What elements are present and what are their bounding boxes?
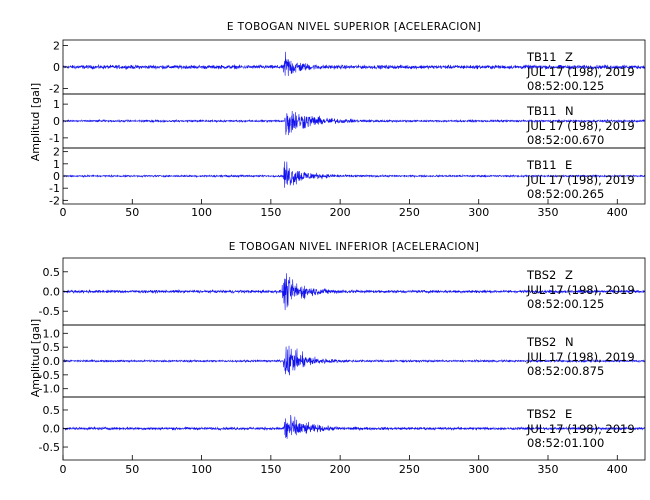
- waveform-trace: [62, 273, 646, 310]
- x-tick-label: 150: [260, 206, 281, 219]
- y-tick-label: -1: [49, 182, 60, 195]
- component-label: Z: [565, 268, 573, 282]
- y-tick-label: 1.0: [43, 327, 61, 340]
- station-label: TB11: [526, 50, 557, 64]
- waveform-trace: [62, 51, 646, 77]
- time-label: 08:52:00.125: [527, 297, 604, 311]
- x-tick-label: 400: [607, 206, 628, 219]
- date-label: JUL 17 (198), 2019: [526, 350, 635, 364]
- y-tick-label: 0.0: [43, 423, 61, 436]
- component-label: N: [565, 335, 574, 349]
- waveform-trace: [62, 345, 646, 376]
- y-tick-label: 0: [53, 61, 60, 74]
- x-tick-label: 200: [330, 206, 351, 219]
- time-label: 08:52:00.670: [527, 133, 604, 147]
- y-tick-label: -0.5: [39, 305, 60, 318]
- chart-title: E TOBOGAN NIVEL SUPERIOR [ACELERACION]: [227, 21, 481, 33]
- x-tick-label: 0: [60, 463, 67, 476]
- date-label: JUL 17 (198), 2019: [526, 173, 635, 187]
- x-tick-label: 250: [399, 206, 420, 219]
- y-tick-label: 2: [53, 39, 60, 52]
- x-tick-label: 200: [330, 463, 351, 476]
- waveform-trace: [62, 415, 646, 439]
- date-label: JUL 17 (198), 2019: [526, 65, 635, 79]
- time-label: 08:52:00.265: [527, 187, 604, 201]
- x-tick-label: 350: [538, 206, 559, 219]
- component-label: Z: [565, 50, 573, 64]
- y-tick-label: 1: [53, 98, 60, 111]
- x-tick-label: 400: [607, 463, 628, 476]
- y-tick-label: -1: [49, 132, 60, 145]
- y-tick-label: 0.5: [43, 404, 61, 417]
- y-tick-label: 0.5: [43, 341, 61, 354]
- x-tick-label: 150: [260, 463, 281, 476]
- station-label: TBS2: [526, 268, 556, 282]
- x-tick-label: 50: [125, 463, 139, 476]
- x-tick-label: 300: [468, 463, 489, 476]
- date-label: JUL 17 (198), 2019: [526, 422, 635, 436]
- x-tick-label: 100: [191, 206, 212, 219]
- y-tick-label: -0.5: [39, 441, 60, 454]
- y-tick-label: -2: [49, 83, 60, 96]
- y-tick-label: 0.0: [43, 355, 61, 368]
- x-tick-label: 300: [468, 206, 489, 219]
- y-tick-label: -1.0: [39, 383, 60, 396]
- y-tick-label: 0.5: [43, 266, 61, 279]
- y-axis-label: Amplitud [gal]: [29, 83, 42, 161]
- x-tick-label: 0: [60, 206, 67, 219]
- x-tick-label: 50: [125, 206, 139, 219]
- waveform-trace: [62, 110, 646, 136]
- x-tick-label: 100: [191, 463, 212, 476]
- chart-group-2: E TOBOGAN NIVEL INFERIOR [ACELERACION] Am…: [29, 241, 646, 476]
- component-label: N: [565, 104, 574, 118]
- station-label: TBS2: [526, 407, 556, 421]
- x-tick-label: 250: [399, 463, 420, 476]
- station-label: TB11: [526, 158, 557, 172]
- component-label: E: [565, 158, 572, 172]
- time-label: 08:52:00.875: [527, 364, 604, 378]
- station-label: TBS2: [526, 335, 556, 349]
- waveform-trace: [62, 161, 646, 188]
- y-tick-label: 1: [53, 158, 60, 171]
- y-tick-label: 0: [53, 115, 60, 128]
- chart-group-1: E TOBOGAN NIVEL SUPERIOR [ACELERACION] Am…: [29, 21, 646, 219]
- time-label: 08:52:00.125: [527, 79, 604, 93]
- y-tick-label: 0: [53, 170, 60, 183]
- station-label: TB11: [526, 104, 557, 118]
- y-tick-label: 2: [53, 146, 60, 159]
- date-label: JUL 17 (198), 2019: [526, 119, 635, 133]
- time-label: 08:52:01.100: [527, 436, 604, 450]
- x-tick-label: 350: [538, 463, 559, 476]
- y-tick-label: -2: [49, 194, 60, 207]
- y-tick-label: 0.0: [43, 286, 61, 299]
- chart-title: E TOBOGAN NIVEL INFERIOR [ACELERACION]: [229, 241, 480, 253]
- component-label: E: [565, 407, 572, 421]
- date-label: JUL 17 (198), 2019: [526, 283, 635, 297]
- y-tick-label: -0.5: [39, 369, 60, 382]
- y-axis-label: Amplitud [gal]: [29, 319, 42, 397]
